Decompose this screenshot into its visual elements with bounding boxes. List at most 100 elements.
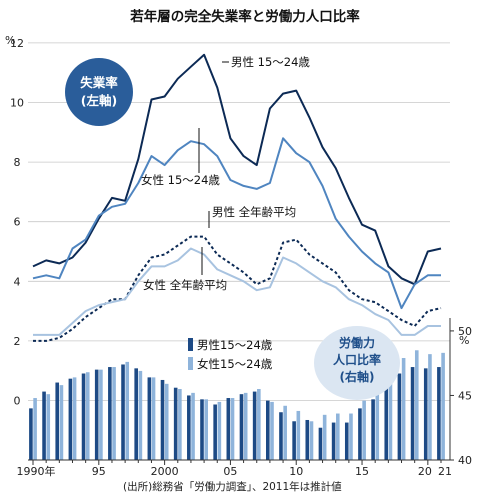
bar-male-2009 [279,412,283,460]
x-tick-label: 05 [223,465,237,478]
series-label-text: 男性 15〜24歳 [231,55,310,69]
source-note: (出所)総務省「労働力調査」、2011年は推計値 [123,480,342,493]
bar-female-1996 [112,367,116,460]
right-tick-label: 45 [458,389,472,402]
bar-female-2021 [441,352,445,460]
bar-female-2014 [349,413,353,460]
bar-female-2015 [362,400,366,460]
series-label-female-young: 女性 15〜24歳 [141,128,220,187]
bar-male-2011 [305,419,310,460]
badge-ellipse [314,326,400,400]
bar-male-2013 [331,422,336,460]
bar-male-2020 [423,368,428,460]
participation-badge: 労働力 人口比率 (右軸) [314,326,400,400]
bar-male-2018 [397,373,402,460]
bar-female-2017 [388,372,393,460]
series-label-male-all: 男性 全年齢平均 [208,205,296,228]
left-tick-label: 12 [10,37,24,50]
series-label-text: 女性 15〜24歳 [141,173,220,187]
line-series-2 [32,137,441,310]
bar-male-2000 [160,379,165,460]
bar-male-1990 [29,408,33,460]
series-label-male-young: 男性 15〜24歳 [222,55,310,69]
bar-male-1996 [108,367,112,460]
badge-line-1: 失業率 [80,75,118,90]
line-series-4 [33,247,441,336]
bar-male-1993 [68,378,73,460]
right-axis-ticks: 40 45 50 [450,325,472,467]
bar-male-2006 [239,394,244,460]
right-axis-unit: % [459,334,469,347]
bar-male-2002 [187,395,191,460]
bar-male-2016 [371,399,375,460]
bar-female-2005 [230,398,235,460]
bar-female-2003 [204,399,208,460]
x-tick-label: 10 [289,465,303,478]
badge-line-3: (右軸) [340,369,375,384]
bar-male-2021 [437,367,441,460]
bar-female-2010 [296,410,301,460]
left-tick-label: 4 [14,275,21,288]
left-axis-ticks: 0 2 4 6 8 10 12 [10,37,24,408]
bar-male-1992 [55,382,60,460]
bar-female-2000 [164,383,169,460]
left-axis-unit: % [5,34,15,47]
bar-male-2003 [200,399,204,460]
bar-male-2001 [173,387,178,460]
bar-male-2014 [344,422,349,460]
bar-female-2019 [414,350,419,460]
unemployment-lines [32,53,442,342]
left-tick-label: 2 [14,335,21,348]
left-tick-label: 0 [14,395,21,408]
bar-legend: 男性15〜24歳 女性15〜24歳 [188,338,273,371]
badge-line-2: (左軸) [81,93,117,108]
bar-female-2002 [191,392,195,460]
unemployment-badge: 失業率 (左軸) [65,58,133,126]
bar-female-2013 [336,413,340,460]
badge-circle [65,58,133,126]
bar-female-1998 [138,370,143,460]
x-tick-label: 15 [355,465,369,478]
legend-swatch-male [188,338,193,351]
series-label-text: 男性 全年齢平均 [212,205,296,219]
left-tick-label: 8 [14,156,21,169]
bar-male-1998 [134,368,138,460]
bar-female-1992 [59,385,64,460]
bar-female-1999 [151,377,156,460]
bar-female-1997 [125,361,130,460]
left-tick-label: 10 [10,97,24,110]
bar-male-2015 [358,408,362,460]
bar-male-2008 [266,400,270,460]
right-tick-label: 40 [458,454,472,467]
legend-swatch-female [188,357,193,370]
bar-female-2006 [243,392,248,460]
series-label-female-all: 女性 全年齢平均 [143,247,227,292]
x-axis-ticks: 1990年 95 2000 05 10 15 20 21 [17,460,452,478]
bar-male-2007 [252,391,257,460]
bar-male-2017 [384,387,389,460]
bar-female-1995 [99,369,103,460]
bar-male-2010 [292,421,296,460]
chart-title: 若年層の完全失業率と労働力人口比率 [129,8,360,25]
bar-male-1997 [121,364,125,460]
bar-male-2012 [318,427,323,460]
bar-male-2005 [226,398,231,460]
bar-female-2011 [309,421,314,460]
bar-male-1991 [42,391,46,460]
bar-female-2020 [428,354,432,460]
series-label-text: 女性 全年齢平均 [143,278,227,292]
bar-female-2016 [375,394,380,460]
bar-female-2007 [257,389,261,460]
x-tick-label: 2000 [151,465,179,478]
bar-female-1993 [72,377,77,460]
bar-male-1994 [81,373,86,460]
x-tick-label: 95 [92,465,106,478]
badge-line-2: 人口比率 [333,352,381,367]
bar-male-2019 [410,367,415,460]
bar-male-1999 [147,377,152,460]
bar-female-2004 [217,401,222,460]
bar-female-2012 [322,414,327,460]
x-tick-label: 20 [418,465,432,478]
legend-label-female: 女性15〜24歳 [197,357,273,371]
